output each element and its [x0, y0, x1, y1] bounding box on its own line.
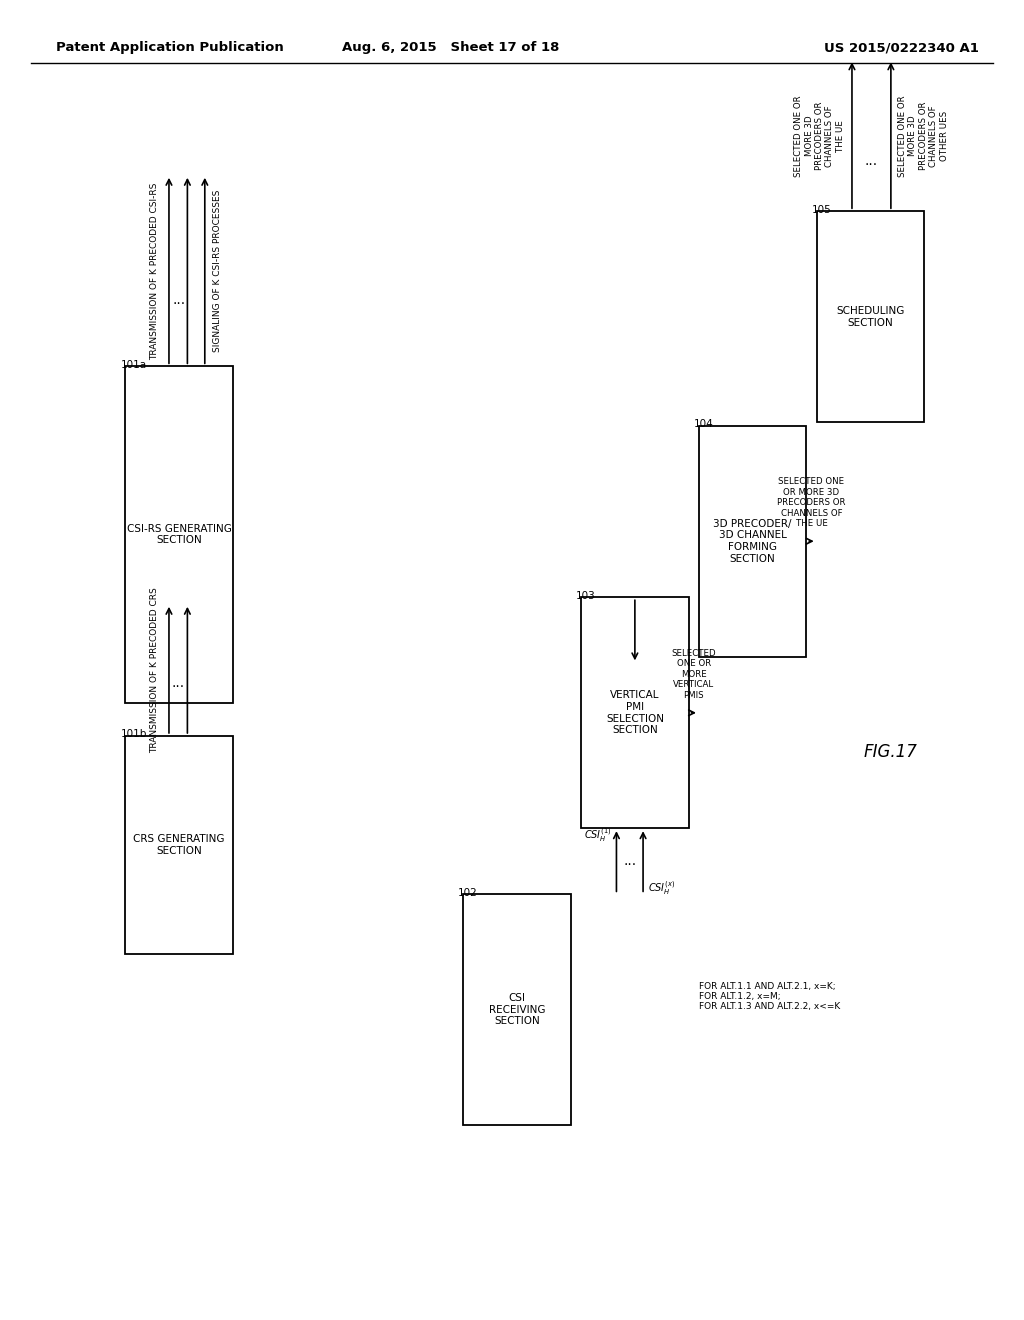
- Text: SELECTED ONE OR
MORE 3D
PRECODERS OR
CHANNELS OF
OTHER UES: SELECTED ONE OR MORE 3D PRECODERS OR CHA…: [898, 95, 948, 177]
- Text: 105: 105: [811, 205, 831, 215]
- FancyBboxPatch shape: [698, 425, 807, 657]
- Text: Aug. 6, 2015   Sheet 17 of 18: Aug. 6, 2015 Sheet 17 of 18: [342, 41, 559, 54]
- FancyBboxPatch shape: [817, 211, 924, 422]
- Text: SELECTED ONE
OR MORE 3D
PRECODERS OR
CHANNELS OF
THE UE: SELECTED ONE OR MORE 3D PRECODERS OR CHA…: [777, 478, 846, 528]
- Text: SIGNALING OF K CSI-RS PROCESSES: SIGNALING OF K CSI-RS PROCESSES: [213, 190, 222, 352]
- FancyBboxPatch shape: [125, 737, 232, 953]
- FancyBboxPatch shape: [463, 895, 571, 1125]
- Text: CRS GENERATING
SECTION: CRS GENERATING SECTION: [133, 834, 225, 855]
- Text: Patent Application Publication: Patent Application Publication: [56, 41, 284, 54]
- Text: FOR ALT.1.1 AND ALT.2.1, x=K;
FOR ALT.1.2, x=M;
FOR ALT.1.3 AND ALT.2.2, x<=K: FOR ALT.1.1 AND ALT.2.1, x=K; FOR ALT.1.…: [698, 982, 840, 1011]
- Text: US 2015/0222340 A1: US 2015/0222340 A1: [823, 41, 979, 54]
- Text: TRANSMISSION OF K PRECODED CRS: TRANSMISSION OF K PRECODED CRS: [150, 587, 159, 752]
- Text: 102: 102: [459, 887, 478, 898]
- Text: 3D PRECODER/
3D CHANNEL
FORMING
SECTION: 3D PRECODER/ 3D CHANNEL FORMING SECTION: [714, 519, 792, 564]
- Text: ...: ...: [865, 154, 878, 168]
- Text: FIG.17: FIG.17: [864, 743, 918, 762]
- Text: 101a: 101a: [121, 360, 146, 370]
- Text: SCHEDULING
SECTION: SCHEDULING SECTION: [837, 306, 904, 327]
- Text: ...: ...: [624, 854, 636, 869]
- Text: ...: ...: [172, 676, 184, 690]
- Text: SELECTED ONE OR
MORE 3D
PRECODERS OR
CHANNELS OF
THE UE: SELECTED ONE OR MORE 3D PRECODERS OR CHA…: [795, 95, 845, 177]
- Text: TRANSMISSION OF K PRECODED CSI-RS: TRANSMISSION OF K PRECODED CSI-RS: [150, 182, 159, 360]
- Text: CSI
RECEIVING
SECTION: CSI RECEIVING SECTION: [488, 993, 546, 1027]
- Text: $CSI_H^{(1)}$: $CSI_H^{(1)}$: [584, 826, 611, 843]
- Text: ...: ...: [173, 293, 185, 308]
- FancyBboxPatch shape: [125, 367, 232, 704]
- Text: VERTICAL
PMI
SELECTION
SECTION: VERTICAL PMI SELECTION SECTION: [606, 690, 664, 735]
- Text: 103: 103: [575, 591, 596, 601]
- Text: SELECTED
ONE OR
MORE
VERTICAL
PMIS: SELECTED ONE OR MORE VERTICAL PMIS: [672, 649, 716, 700]
- Text: 101b: 101b: [121, 729, 146, 739]
- Text: $CSI_H^{(x)}$: $CSI_H^{(x)}$: [648, 879, 676, 896]
- FancyBboxPatch shape: [582, 597, 688, 829]
- Text: 104: 104: [694, 420, 714, 429]
- Text: CSI-RS GENERATING
SECTION: CSI-RS GENERATING SECTION: [127, 524, 231, 545]
